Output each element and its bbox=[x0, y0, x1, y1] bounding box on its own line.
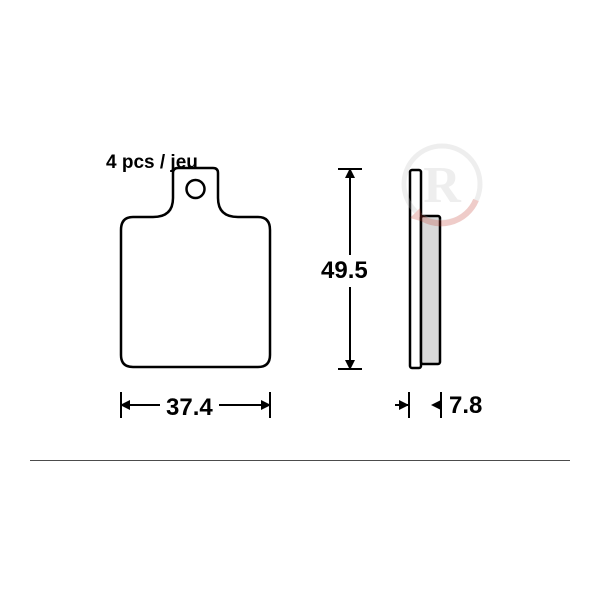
front-pad-outline bbox=[118, 165, 273, 375]
watermark-logo: R bbox=[398, 140, 486, 228]
thickness-label: 7.8 bbox=[449, 392, 482, 420]
width-label: 37.4 bbox=[160, 392, 219, 424]
height-dim-tick-bottom bbox=[338, 368, 362, 370]
baseline bbox=[30, 460, 570, 461]
height-dim-tick-top bbox=[338, 168, 362, 170]
watermark-letter: R bbox=[423, 157, 462, 214]
thickness-dim-arrow-in-right bbox=[431, 400, 441, 410]
width-dim-tick-right bbox=[269, 392, 271, 418]
height-label: 49.5 bbox=[317, 255, 372, 287]
width-dim-tick-left bbox=[120, 392, 122, 418]
diagram-canvas: 4 pcs / jeu 49.5 37.4 7.8 R bbox=[0, 0, 600, 600]
thickness-dim-arrow-in-left bbox=[399, 400, 409, 410]
